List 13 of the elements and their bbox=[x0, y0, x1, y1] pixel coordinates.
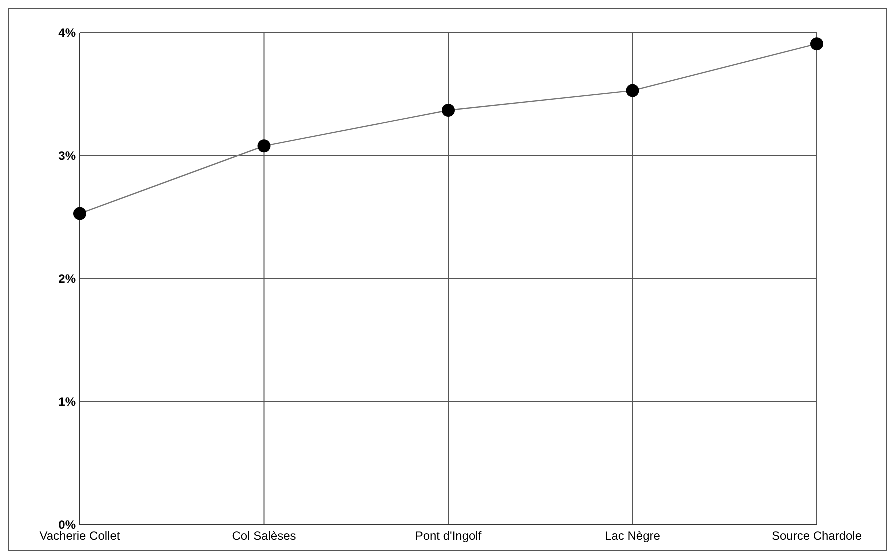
y-tick-label: 3% bbox=[58, 149, 76, 164]
x-tick-label: Lac Nègre bbox=[605, 529, 661, 543]
y-tick-label: 2% bbox=[58, 272, 76, 286]
y-tick-label: 4% bbox=[58, 26, 76, 40]
point bbox=[258, 140, 271, 153]
x-tick-label: Pont d'Ingolf bbox=[415, 529, 482, 543]
point bbox=[626, 84, 640, 98]
point bbox=[442, 104, 455, 117]
x-tick-label: Col Salèses bbox=[232, 529, 296, 543]
point bbox=[74, 207, 86, 220]
x-tick-label: Source Chardole bbox=[772, 529, 862, 543]
y-tick-label: 1% bbox=[58, 395, 76, 410]
point bbox=[810, 38, 824, 51]
